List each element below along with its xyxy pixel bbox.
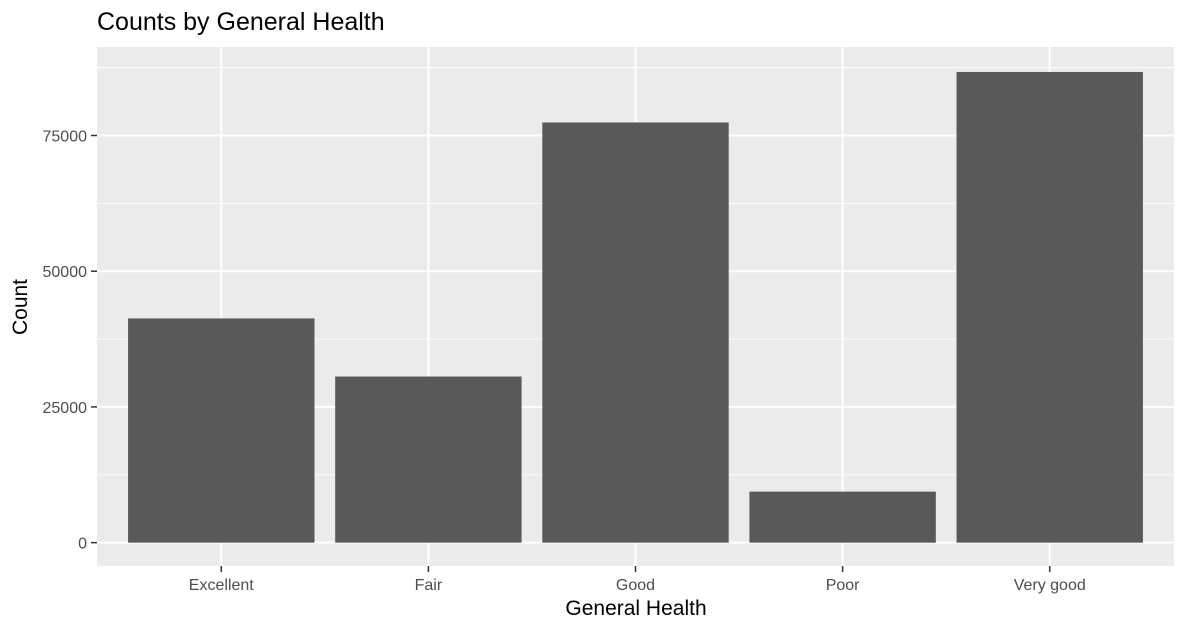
y-axis-title: Count: [9, 279, 32, 335]
bar-good: [542, 122, 729, 543]
x-axis-tick-labels: Excellent Fair Good Poor Very good: [189, 577, 1086, 594]
y-tick-label: 75000: [43, 128, 88, 145]
y-tick-label: 25000: [43, 400, 88, 417]
bar-excellent: [128, 318, 315, 543]
bars: [128, 71, 1143, 543]
x-tick-label: Very good: [1014, 577, 1086, 594]
bar-fair: [335, 376, 522, 543]
y-axis-tick-labels: 0 25000 50000 75000: [43, 128, 88, 552]
x-tick-label: Poor: [826, 577, 860, 594]
axis-ticks: [91, 134, 1051, 572]
x-tick-label: Fair: [415, 577, 443, 594]
chart-title: Counts by General Health: [97, 8, 385, 36]
y-tick-label: 50000: [43, 264, 88, 281]
bar-very-good: [956, 71, 1143, 543]
x-axis-title: General Health: [565, 597, 706, 620]
x-tick-label: Excellent: [189, 577, 254, 594]
bar-poor: [749, 491, 936, 543]
y-tick-label: 0: [78, 536, 87, 553]
x-tick-label: Good: [616, 577, 655, 594]
